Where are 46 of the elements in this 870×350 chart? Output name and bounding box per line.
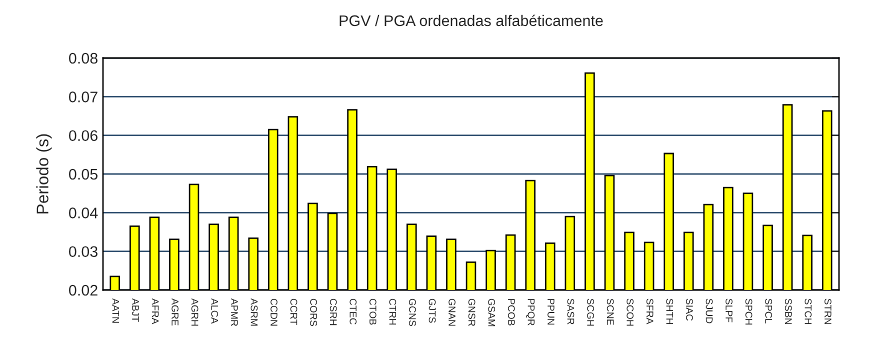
x-tick-label: AGRE: [172, 298, 178, 326]
x-tick-label: SJUD: [706, 298, 713, 324]
x-tick-label: SIAC: [686, 298, 693, 321]
y-axis-title: Periodo (s): [36, 134, 52, 214]
y-tick-label: 0.03: [69, 246, 98, 258]
x-tick-label: GNSR: [468, 298, 476, 326]
x-tick-label: CORS: [310, 298, 317, 326]
x-tick-label: GCNS: [409, 298, 416, 326]
x-tick-label: AFRA: [152, 298, 159, 324]
x-tick-label: CTRH: [389, 298, 396, 325]
x-tick-label: AGRH: [191, 298, 198, 326]
x-tick-label: CCRT: [290, 298, 298, 325]
y-tick-label: 0.02: [69, 284, 98, 296]
x-tick-label: GNAN: [448, 298, 456, 326]
x-tick-label: SSBN: [784, 298, 792, 324]
x-tick-label: CCDN: [270, 298, 278, 326]
x-tick-label: SCGH: [587, 298, 594, 326]
x-tick-label: ASRM: [250, 298, 258, 326]
y-tick-label: 0.04: [69, 208, 98, 218]
x-tick-label: SASR: [567, 298, 574, 324]
x-tick-label: SPCL: [765, 298, 772, 324]
x-tick-label: SLPF: [726, 298, 732, 322]
x-tick-label: AATN: [112, 298, 120, 323]
x-tick-label: SFRA: [646, 298, 654, 324]
y-tick-label: 0.06: [69, 130, 98, 142]
x-tick-label: APMR: [231, 298, 238, 326]
y-tick-label: 0.07: [69, 92, 98, 102]
x-tick-label: CSRH: [330, 298, 337, 326]
x-tick-label: CTEC: [350, 298, 357, 324]
x-tick-label: PCOB: [508, 299, 515, 326]
x-tick-label: ABJT: [132, 298, 139, 322]
x-tick-label: GSAM: [488, 298, 496, 326]
x-tick-label: ALCA: [211, 298, 218, 324]
x-tick-label: STRN: [824, 298, 832, 324]
y-tick-label: 0.08: [69, 52, 98, 64]
x-tick-label: SPCH: [745, 298, 752, 325]
x-tick-label: GJTS: [428, 298, 436, 323]
x-tick-label: SCNE: [606, 298, 614, 325]
x-tick-label: PPUN: [548, 299, 554, 325]
x-tick-label: PPQR: [526, 299, 535, 326]
x-tick-label: CTOB: [369, 298, 376, 325]
x-tick-label: STCH: [804, 298, 812, 324]
x-tick-label: SHTH: [666, 298, 674, 324]
y-tick-label: 0.05: [69, 168, 98, 180]
chart-title: PGV / PGA ordenadas alfabéticamente: [340, 14, 603, 26]
x-tick-label: SCOH: [626, 298, 634, 326]
